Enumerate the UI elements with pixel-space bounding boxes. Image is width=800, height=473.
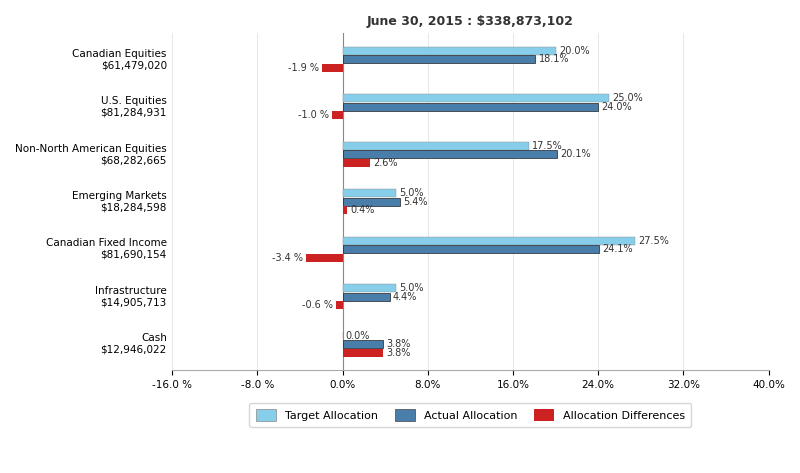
Text: 17.5%: 17.5% [532,141,563,151]
Bar [342,103,598,111]
Bar [342,245,599,253]
Bar [342,47,556,55]
Text: 3.8%: 3.8% [386,339,410,349]
Bar [342,340,383,348]
Bar [342,236,635,245]
Text: 2.6%: 2.6% [374,158,398,168]
Text: 4.4%: 4.4% [393,292,417,302]
Text: 0.4%: 0.4% [350,205,374,215]
Bar [342,284,396,292]
Bar [342,95,609,102]
Bar [342,159,370,167]
Bar [342,189,396,197]
Text: 18.1%: 18.1% [538,54,569,64]
Text: 25.0%: 25.0% [612,93,642,103]
Legend: Target Allocation, Actual Allocation, Allocation Differences: Target Allocation, Actual Allocation, Al… [250,403,691,428]
Bar [322,64,342,72]
Text: 5.0%: 5.0% [399,188,423,198]
Bar [336,301,342,309]
Text: 0.0%: 0.0% [346,331,370,341]
Text: -1.0 %: -1.0 % [298,110,329,121]
Bar [332,112,342,119]
Bar [342,150,557,158]
Text: -3.4 %: -3.4 % [272,253,303,263]
Text: 5.4%: 5.4% [403,197,428,207]
Bar [342,206,347,214]
Text: 24.1%: 24.1% [602,244,633,254]
Bar [306,254,342,262]
Text: 24.0%: 24.0% [602,102,632,112]
Text: 5.0%: 5.0% [399,283,423,293]
Bar [342,198,400,206]
Bar [342,349,383,357]
Text: 20.1%: 20.1% [560,149,590,159]
Bar [342,55,535,63]
Text: 20.0%: 20.0% [559,46,590,56]
Text: -0.6 %: -0.6 % [302,300,333,310]
Text: -1.9 %: -1.9 % [288,63,319,73]
Bar [342,293,390,300]
Bar [342,142,529,149]
Title: June 30, 2015 : $338,873,102: June 30, 2015 : $338,873,102 [367,15,574,28]
Text: 3.8%: 3.8% [386,348,410,358]
Text: 27.5%: 27.5% [638,236,670,245]
